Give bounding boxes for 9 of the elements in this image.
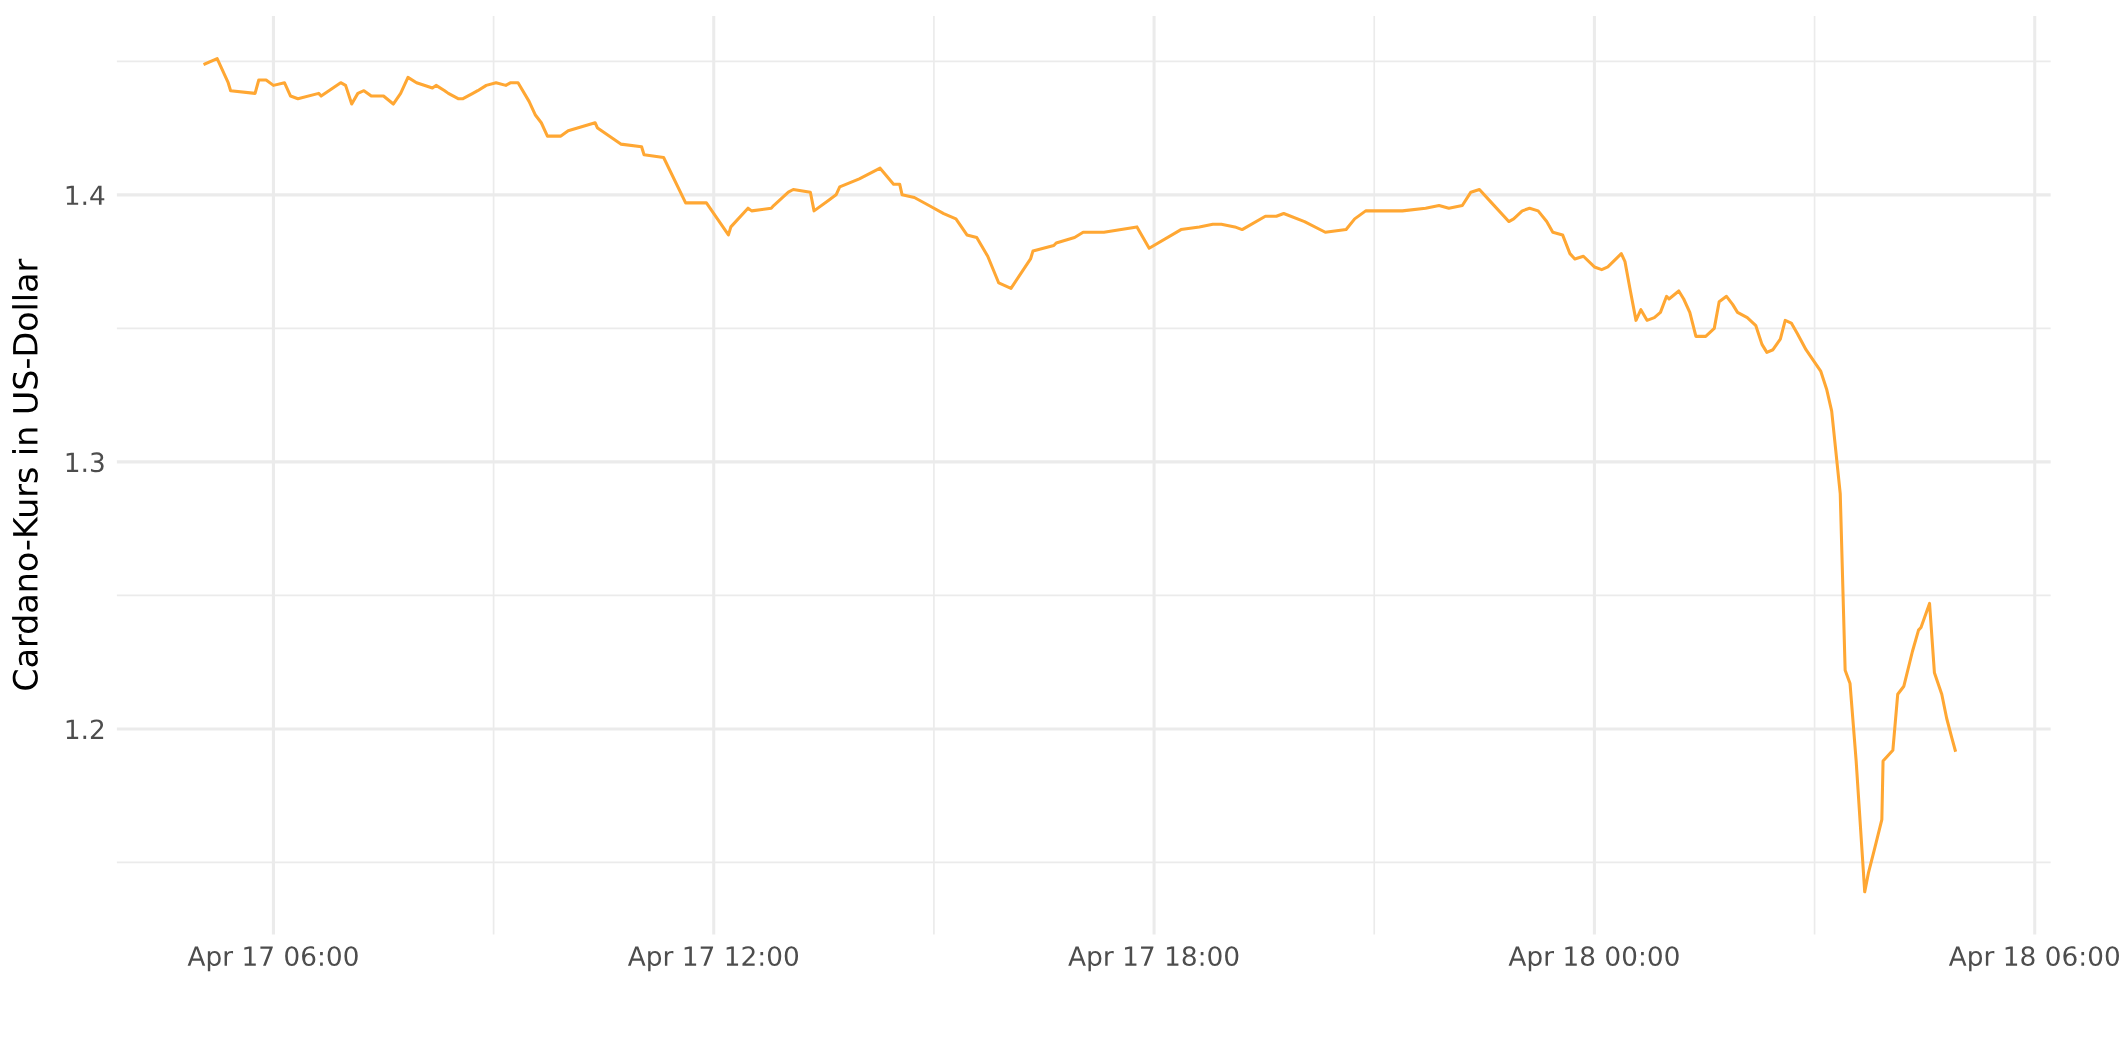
y-axis-title: Cardano-Kurs in US-Dollar xyxy=(12,258,38,690)
x-tick-label: Apr 17 06:00 xyxy=(187,946,358,972)
y-tick-label: 1.3 xyxy=(66,452,104,473)
y-tick-label: 1.2 xyxy=(66,719,104,739)
x-tick-label: Apr 18 06:00 xyxy=(1948,946,2119,972)
x-tick-label: Apr 18 00:00 xyxy=(1508,946,1679,972)
y-tick-label: 1.4 xyxy=(66,185,105,205)
x-tick-label: Apr 17 18:00 xyxy=(1068,946,1239,972)
x-tick-label: Apr 17 12:00 xyxy=(627,946,799,972)
